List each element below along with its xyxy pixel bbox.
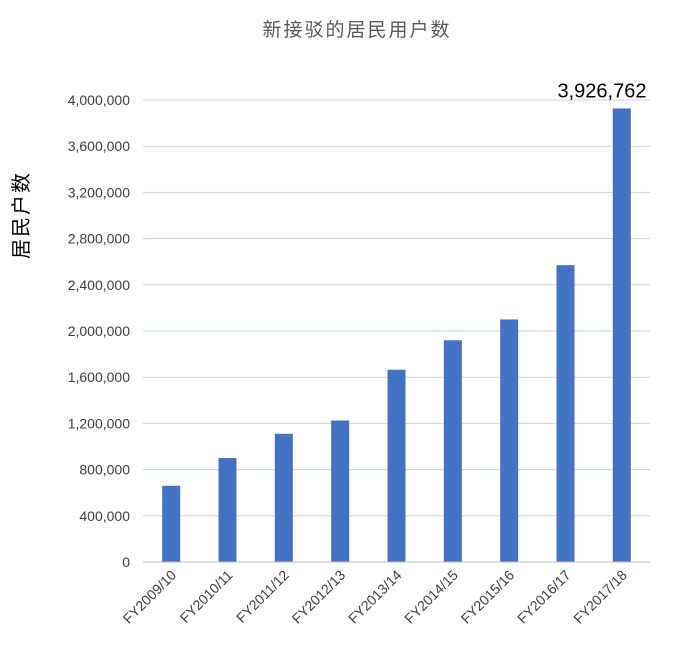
y-tick-label: 2,000,000 [68, 323, 130, 339]
bar [274, 433, 293, 562]
x-tick-label: FY2012/13 [289, 567, 349, 627]
bar [218, 458, 237, 562]
y-axis-ticks: 0 400,000 800,000 1,200,000 1,600,000 2,000,0… [68, 92, 131, 570]
y-tick-label: 800,000 [79, 462, 130, 478]
x-axis-ticks: FY2009/10FY2010/11FY2011/12FY2012/13FY20… [120, 567, 631, 627]
data-labels: 3,926,762 [558, 80, 647, 102]
chart-title: 新接驳的居民用户数 [262, 19, 451, 41]
x-tick-label: FY2017/18 [570, 567, 630, 627]
y-tick-label: 3,200,000 [68, 184, 130, 200]
x-tick-label: FY2010/11 [177, 567, 236, 626]
y-tick-label: 2,800,000 [68, 231, 130, 247]
y-tick-label: 0 [122, 554, 130, 570]
y-tick-label: 4,000,000 [68, 92, 130, 108]
bar [162, 485, 181, 562]
bar [500, 319, 519, 562]
y-tick-label: 2,400,000 [68, 277, 130, 293]
y-axis-label: 居民户数 [9, 171, 33, 259]
y-tick-label: 400,000 [79, 508, 130, 524]
x-tick-label: FY2014/15 [401, 567, 461, 627]
x-tick-label: FY2015/16 [458, 567, 518, 627]
y-tick-label: 1,600,000 [68, 369, 130, 385]
x-tick-label: FY2009/10 [120, 567, 180, 627]
bars [162, 108, 631, 563]
x-tick-label: FY2016/17 [514, 567, 574, 627]
x-tick-label: FY2011/12 [233, 567, 292, 626]
x-tick-label: FY2013/14 [345, 567, 405, 627]
y-tick-label: 3,600,000 [68, 138, 130, 154]
data-label: 3,926,762 [558, 80, 647, 102]
y-tick-label: 1,200,000 [68, 415, 130, 431]
bar [556, 265, 575, 562]
bar [443, 340, 462, 562]
bar [331, 420, 350, 562]
bar [612, 108, 631, 563]
bar [387, 369, 406, 562]
